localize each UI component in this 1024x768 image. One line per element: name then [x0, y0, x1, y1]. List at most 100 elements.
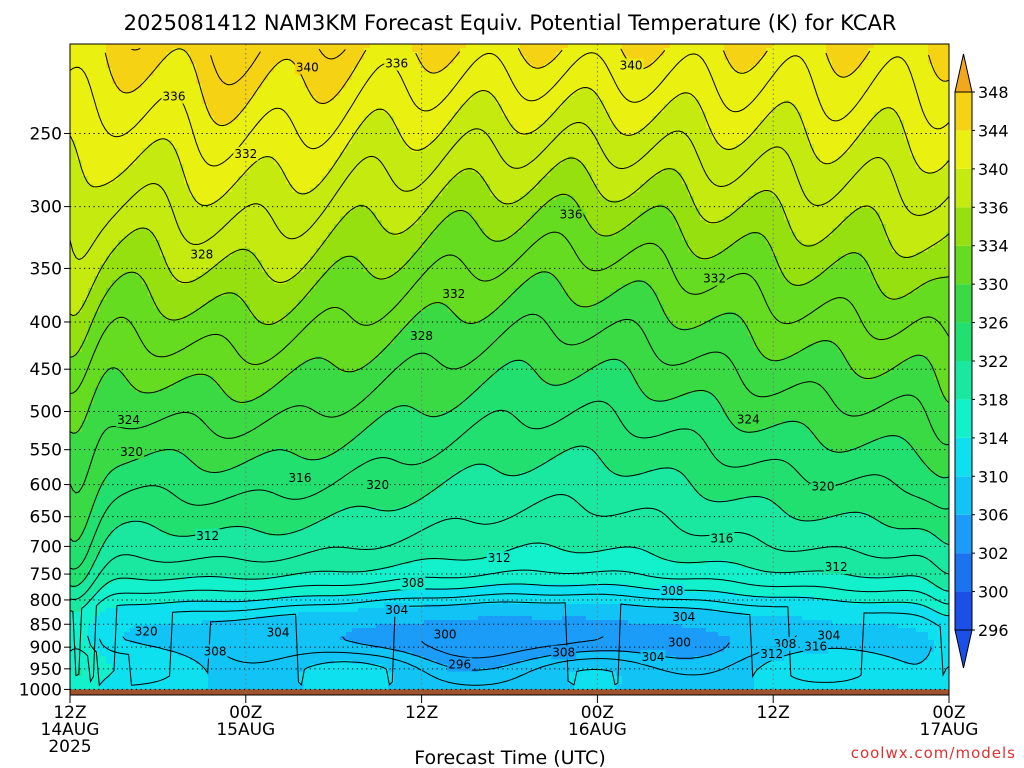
contour-label: 312 — [195, 529, 220, 543]
y-tick-label: 850 — [30, 615, 62, 635]
contour-label: 316 — [288, 471, 313, 485]
contour-label-text: 336 — [560, 208, 583, 222]
y-tick-label: 450 — [30, 360, 62, 380]
contour-label: 316 — [803, 640, 828, 654]
credit-text: coolwx.com/models — [851, 744, 1016, 762]
colorbar-segment — [955, 92, 972, 130]
y-tick-label: 600 — [30, 476, 62, 496]
contour-label: 336 — [384, 57, 409, 71]
contour-label: 316 — [709, 531, 734, 545]
contour-label-text: 304 — [385, 603, 408, 617]
contour-label-text: 316 — [289, 471, 312, 485]
colorbar-segment — [955, 361, 972, 399]
contour-label: 304 — [384, 603, 409, 617]
contour-label: 296 — [447, 658, 472, 672]
contour-label: 308 — [660, 584, 685, 598]
y-tick-label: 800 — [30, 591, 62, 611]
colorbar-label: 330 — [978, 275, 1009, 294]
contour-label-text: 312 — [760, 647, 783, 661]
contour-label: 304 — [671, 610, 696, 624]
colorbar-label: 334 — [978, 237, 1009, 256]
x-tick-label: 2025 — [48, 737, 91, 757]
colorbar-segment — [955, 515, 972, 553]
contour-label: 336 — [559, 208, 584, 222]
contour-label: 312 — [487, 551, 512, 565]
colorbar-segment — [955, 284, 972, 322]
contour-label-text: 336 — [163, 90, 186, 104]
contour-label-text: 300 — [668, 636, 691, 650]
contour-label-text: 328 — [190, 247, 213, 261]
contour-label-text: 316 — [804, 640, 827, 654]
colorbar-label: 306 — [978, 506, 1009, 525]
colorbar-label: 340 — [978, 160, 1009, 179]
contour-label-text: 308 — [401, 576, 424, 590]
colorbar-label: 322 — [978, 352, 1009, 371]
contour-label: 304 — [641, 650, 666, 664]
x-axis-label: Forecast Time (UTC) — [414, 747, 605, 768]
colorbar-label: 344 — [978, 121, 1009, 140]
contour-label-text: 296 — [448, 658, 471, 672]
contour-label-text: 308 — [204, 645, 227, 659]
x-tick-label: 17AUG — [920, 720, 979, 740]
colorbar-segment — [955, 130, 972, 168]
contour-label-text: 320 — [135, 625, 158, 639]
colorbar-label: 296 — [978, 621, 1009, 640]
colorbar-segment — [955, 207, 972, 245]
x-tick-label: 16AUG — [568, 720, 627, 740]
contour-label-text: 332 — [703, 272, 726, 286]
colorbar-label: 348 — [978, 83, 1009, 102]
contour-label: 304 — [266, 626, 291, 640]
colorbar-segment — [955, 476, 972, 514]
contour-label: 320 — [119, 445, 144, 459]
x-tick-label: 12Z — [757, 703, 790, 723]
contour-label: 300 — [433, 627, 458, 641]
contour-label-text: 308 — [552, 645, 575, 659]
contour-label-text: 312 — [825, 560, 848, 574]
contour-label: 320 — [134, 625, 159, 639]
colorbar-label: 318 — [978, 390, 1009, 409]
contour-label-text: 300 — [434, 627, 457, 641]
contour-label-text: 328 — [410, 329, 433, 343]
contour-label-text: 320 — [812, 480, 835, 494]
y-tick-label: 500 — [30, 402, 62, 422]
contour-label: 308 — [551, 645, 576, 659]
contour-label-text: 340 — [296, 60, 319, 74]
contour-label: 320 — [811, 480, 836, 494]
colorbar-label: 310 — [978, 467, 1009, 486]
contour-label-text: 320 — [120, 445, 143, 459]
contour-label-text: 324 — [737, 412, 760, 426]
equiv-potential-temperature-chart: 2025081412 NAM3KM Forecast Equiv. Potent… — [0, 0, 1024, 768]
colorbar: 2963003023063103143183223263303343363403… — [955, 54, 1009, 668]
contour-label-text: 308 — [661, 584, 684, 598]
x-tick-label: 15AUG — [216, 720, 275, 740]
y-tick-label: 550 — [30, 441, 62, 461]
y-tick-label: 250 — [30, 124, 62, 144]
y-tick-label: 1000 — [19, 680, 62, 700]
contour-label: 312 — [824, 560, 849, 574]
colorbar-label: 326 — [978, 314, 1009, 333]
colorbar-top-arrow — [955, 54, 972, 92]
colorbar-segment — [955, 399, 972, 437]
contour-label: 332 — [702, 272, 727, 286]
colorbar-segment — [955, 246, 972, 284]
contour-label: 328 — [409, 329, 434, 343]
contour-label-text: 320 — [366, 478, 389, 492]
y-tick-label: 750 — [30, 565, 62, 585]
colorbar-segment — [955, 438, 972, 476]
contour-label-text: 316 — [710, 531, 733, 545]
y-tick-label: 350 — [30, 259, 62, 279]
colorbar-segment — [955, 323, 972, 361]
y-tick-label: 650 — [30, 508, 62, 528]
colorbar-label: 314 — [978, 429, 1009, 448]
contour-label-text: 312 — [488, 551, 511, 565]
ground-strip — [70, 689, 949, 695]
colorbar-segment — [955, 169, 972, 207]
colorbar-label: 336 — [978, 198, 1009, 217]
contour-label-text: 332 — [442, 287, 465, 301]
y-tick-label: 300 — [30, 198, 62, 218]
contour-label: 324 — [736, 412, 761, 426]
pressure-axis: 2503003504004505005506006507007508008509… — [19, 124, 70, 700]
contour-label-text: 324 — [117, 413, 140, 427]
contour-label-text: 304 — [267, 626, 290, 640]
colorbar-bottom-arrow — [955, 630, 972, 668]
